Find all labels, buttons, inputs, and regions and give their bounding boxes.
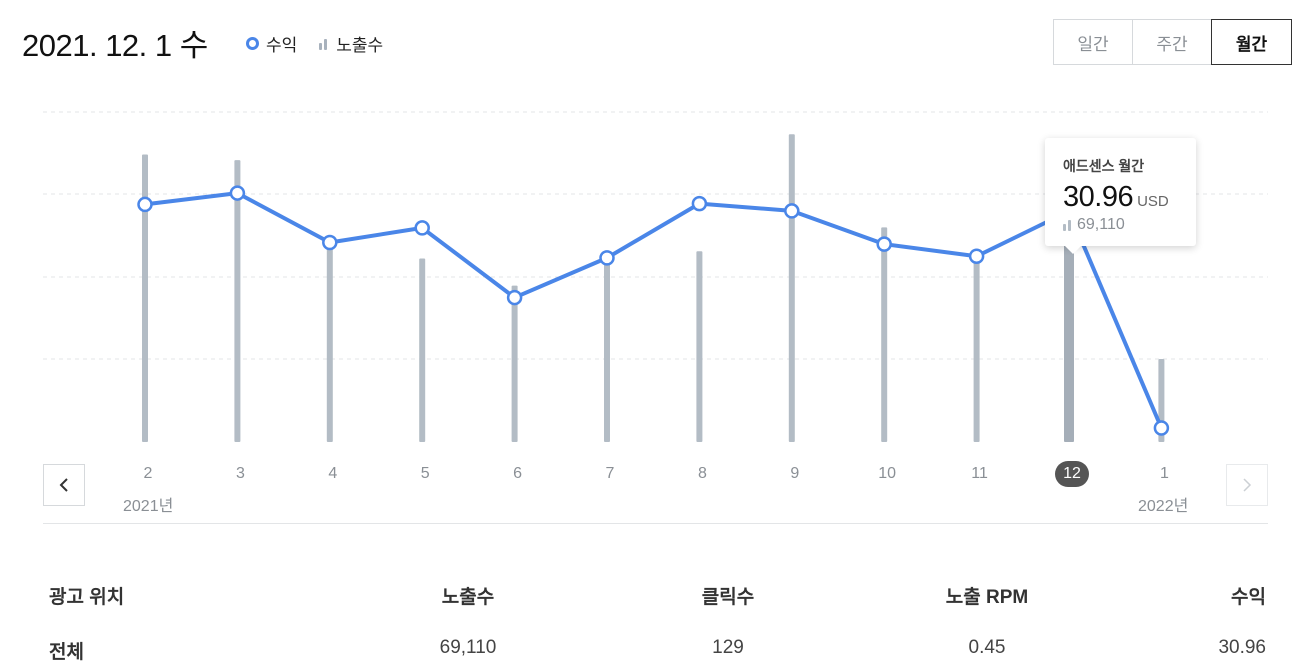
legend-impressions-label: 노출수 [336,36,384,55]
x-axis-label[interactable]: 2 [143,465,153,482]
date-title: 2021. 12. 1 수 [22,28,208,63]
bar-chart-icon [319,38,329,50]
revenue-point [229,185,246,201]
revenue-point [599,250,615,266]
tooltip-title: 애드센스 월간 [1063,158,1145,174]
legend-revenue-label: 수익 [266,36,298,55]
x-axis-label[interactable]: 3 [235,465,245,482]
revenue-point [784,203,800,219]
revenue-line [144,191,1164,429]
tooltip-value: 30.96 [1063,181,1134,213]
x-axis-label[interactable]: 5 [420,465,430,482]
revenue-point [414,220,430,236]
x-axis-label[interactable]: 11 [971,465,988,482]
chart-area: 애드센스 월간 30.96 USD 69,110 [0,80,1309,530]
header-impressions: 노출수 [441,587,495,608]
period-tabs: 일간 주간 월간 [1053,19,1292,65]
tooltip-value-row: 30.96 USD [1063,181,1196,214]
tab-monthly[interactable]: 월간 [1211,19,1292,65]
legend-impressions: 노출수 [319,31,383,56]
chevron-left-icon [59,478,68,492]
revenue-point [968,248,985,265]
cell-placement: 전체 [49,642,84,663]
header-rpm: 노출 RPM [945,587,1029,608]
impression-bar [419,258,426,442]
x-axis-label[interactable]: 8 [697,465,707,482]
year-label-start: 2021년 [123,498,174,515]
impression-bar [881,227,888,442]
impression-bar [696,251,703,442]
divider [43,523,1268,524]
impression-bar [788,134,795,442]
revenue-point [506,289,523,306]
chart-tooltip: 애드센스 월간 30.96 USD 69,110 [1045,138,1196,254]
x-axis-label[interactable]: 1 [1159,465,1169,482]
bar-chart-icon [1063,219,1073,231]
report-header: 2021. 12. 1 수 수익 노출수 일간 주간 월간 [0,0,1309,80]
year-label-end: 2022년 [1138,498,1189,515]
next-period-button[interactable] [1226,464,1268,506]
impression-bar [326,235,333,442]
revenue-point [1153,420,1170,436]
header-revenue: 수익 [1231,587,1266,608]
impression-bar [604,253,610,442]
tab-daily[interactable]: 일간 [1053,19,1133,65]
cell-impressions: 69,110 [439,637,497,658]
tooltip-impressions-row: 69,110 [1063,216,1196,234]
revenue-point [691,195,708,212]
impression-bar [973,249,980,442]
impression-bar [142,154,148,442]
x-axis-label[interactable]: 10 [878,465,897,482]
chart-legend: 수익 노출수 [246,31,405,56]
x-axis-label[interactable]: 6 [513,465,523,482]
impression-bar [234,160,241,442]
x-axis-label[interactable]: 7 [605,465,615,482]
header-placement: 광고 위치 [49,587,125,608]
cell-clicks: 129 [712,637,744,658]
cell-rpm: 0.45 [968,637,1006,658]
tooltip-unit: USD [1137,193,1169,210]
header-clicks: 클릭수 [701,587,755,608]
tooltip-impressions: 69,110 [1077,216,1125,233]
line-marker-icon [246,37,259,50]
impression-bar [511,285,518,442]
x-axis-label[interactable]: 4 [328,465,338,482]
revenue-point [137,196,153,213]
chevron-right-icon [1243,478,1252,492]
prev-period-button[interactable] [43,464,85,506]
x-axis-label-selected[interactable]: 12 [1055,461,1089,487]
x-axis-label[interactable]: 9 [790,465,800,482]
revenue-point [322,234,338,251]
legend-revenue: 수익 [246,31,297,56]
revenue-point [876,236,892,252]
tab-weekly[interactable]: 주간 [1132,19,1212,65]
cell-revenue: 30.96 [1218,637,1266,658]
